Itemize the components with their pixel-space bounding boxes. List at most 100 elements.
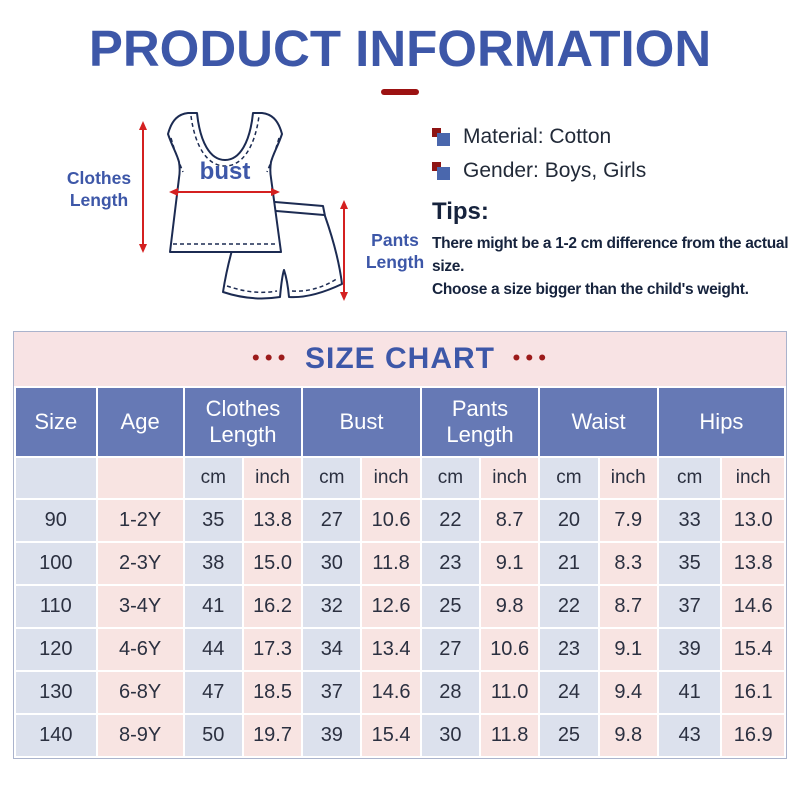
attribute-text: Gender: Boys, Girls (463, 158, 647, 182)
pants-length-label: Pants Length (365, 229, 425, 272)
cell-value: 32 (301, 583, 363, 629)
product-attribute-gender: Gender: Boys, Girls (432, 159, 800, 183)
tips-line: There might be a 1-2 cm difference from … (432, 234, 789, 275)
cell-value: 33 (656, 497, 723, 543)
cell-age: 6-8Y (95, 669, 185, 715)
cell-value: 25 (419, 583, 482, 629)
cell-value: 16.1 (720, 669, 786, 715)
column-header-waist: Waist (538, 385, 659, 458)
square-bullet-icon (432, 161, 450, 180)
cell-size: 90 (14, 497, 98, 543)
cell-value: 15.4 (360, 712, 422, 758)
unit-inch: inch (720, 455, 786, 500)
tips-line: Choose a size bigger than the child's we… (432, 281, 749, 299)
dots-decoration: ••• (511, 348, 550, 369)
tips-title: Tips: (432, 197, 489, 225)
cell-value: 38 (182, 540, 244, 586)
cell-value: 35 (182, 497, 244, 543)
cell-value: 43 (656, 712, 723, 758)
cell-age: 3-4Y (95, 583, 185, 629)
cell-value: 16.2 (241, 583, 304, 629)
cell-value: 25 (538, 712, 600, 758)
table-row: 110 3-4Y 41 16.2 32 12.6 25 9.8 22 8.7 37 14.6 (14, 583, 786, 629)
cell-value: 30 (419, 712, 482, 758)
cell-value: 12.6 (360, 583, 422, 629)
page-title: PRODUCT INFORMATION (88, 20, 712, 77)
hero-section: Clothes Length bust Pants Length Materia… (0, 95, 800, 327)
size-chart-title-band: ••• SIZE CHART ••• (14, 331, 786, 386)
cell-age: 1-2Y (95, 497, 185, 543)
cell-value: 41 (656, 669, 723, 715)
cell-value: 39 (301, 712, 363, 758)
cell-value: 37 (656, 583, 723, 629)
table-row: 100 2-3Y 38 15.0 30 11.8 23 9.1 21 8.3 35 13.8 (14, 540, 786, 586)
cell-value: 27 (419, 626, 482, 672)
cell-value: 10.6 (479, 626, 541, 672)
square-bullet-icon (432, 127, 450, 146)
cell-size: 100 (14, 540, 98, 586)
cell-value: 30 (301, 540, 363, 586)
units-spacer (14, 455, 98, 500)
cell-value: 17.3 (241, 626, 304, 672)
bust-arrow (169, 187, 280, 196)
cell-value: 8.7 (597, 583, 659, 629)
cell-age: 4-6Y (95, 626, 185, 672)
cell-value: 28 (419, 669, 482, 715)
cell-value: 23 (419, 540, 482, 586)
cell-size: 120 (14, 626, 98, 672)
cell-value: 9.8 (479, 583, 541, 629)
attribute-text: Material: Cotton (463, 124, 612, 148)
size-chart: ••• SIZE CHART ••• Size Age Clothes Leng… (13, 330, 787, 759)
cell-size: 140 (14, 712, 98, 758)
unit-inch: inch (479, 455, 541, 500)
title-underline (381, 88, 419, 95)
unit-inch: inch (597, 455, 659, 500)
column-header-pants-length: Pants Length (419, 385, 541, 458)
cell-value: 9.1 (597, 626, 659, 672)
cell-value: 10.6 (360, 497, 422, 543)
cell-value: 9.1 (479, 540, 541, 586)
cell-value: 13.0 (720, 497, 786, 543)
cell-value: 13.8 (241, 497, 304, 543)
table-row: 90 1-2Y 35 13.8 27 10.6 22 8.7 20 7.9 33 13.0 (14, 497, 786, 543)
cell-value: 19.7 (241, 712, 304, 758)
cell-value: 13.8 (720, 540, 786, 586)
unit-cm: cm (656, 455, 723, 500)
cell-value: 8.7 (479, 497, 541, 543)
cell-age: 2-3Y (95, 540, 185, 586)
cell-value: 11.0 (479, 669, 541, 715)
unit-cm: cm (419, 455, 482, 500)
header-row: Size Age Clothes Length Bust Pants Lengt… (14, 385, 787, 458)
size-table-body: 90 1-2Y 35 13.8 27 10.6 22 8.7 20 7.9 33 13.0 100 2-3… (14, 497, 786, 758)
cell-value: 22 (419, 497, 482, 543)
unit-inch: inch (360, 455, 422, 500)
cell-value: 35 (656, 540, 723, 586)
column-header-size: Size (14, 385, 98, 458)
cell-value: 24 (538, 669, 600, 715)
cell-value: 14.6 (720, 583, 786, 629)
column-header-hips: Hips (656, 385, 787, 458)
cell-value: 15.0 (241, 540, 304, 586)
product-info: Material: Cotton Gender: Boys, Girls Tip… (432, 125, 800, 302)
column-header-age: Age (95, 385, 185, 458)
cell-value: 21 (538, 540, 600, 586)
product-attribute-material: Material: Cotton (432, 125, 800, 149)
table-row: 140 8-9Y 50 19.7 39 15.4 30 11.8 25 9.8 43 16.9 (14, 712, 786, 758)
cell-value: 34 (301, 626, 363, 672)
cell-value: 23 (538, 626, 600, 672)
clothes-length-label: Clothes Length (66, 167, 132, 210)
bust-label: bust (199, 157, 251, 185)
size-table: Size Age Clothes Length Bust Pants Lengt… (14, 385, 787, 758)
unit-cm: cm (182, 455, 244, 500)
cell-value: 16.9 (720, 712, 786, 758)
cell-value: 37 (301, 669, 363, 715)
dots-decoration: ••• (250, 348, 289, 369)
cell-size: 130 (14, 669, 98, 715)
cell-value: 14.6 (360, 669, 422, 715)
cell-value: 13.4 (360, 626, 422, 672)
cell-value: 15.4 (720, 626, 786, 672)
size-chart-title: SIZE CHART (305, 341, 495, 375)
pants-length-arrow (340, 199, 348, 301)
vest-outline (167, 111, 283, 253)
column-header-bust: Bust (301, 385, 422, 458)
